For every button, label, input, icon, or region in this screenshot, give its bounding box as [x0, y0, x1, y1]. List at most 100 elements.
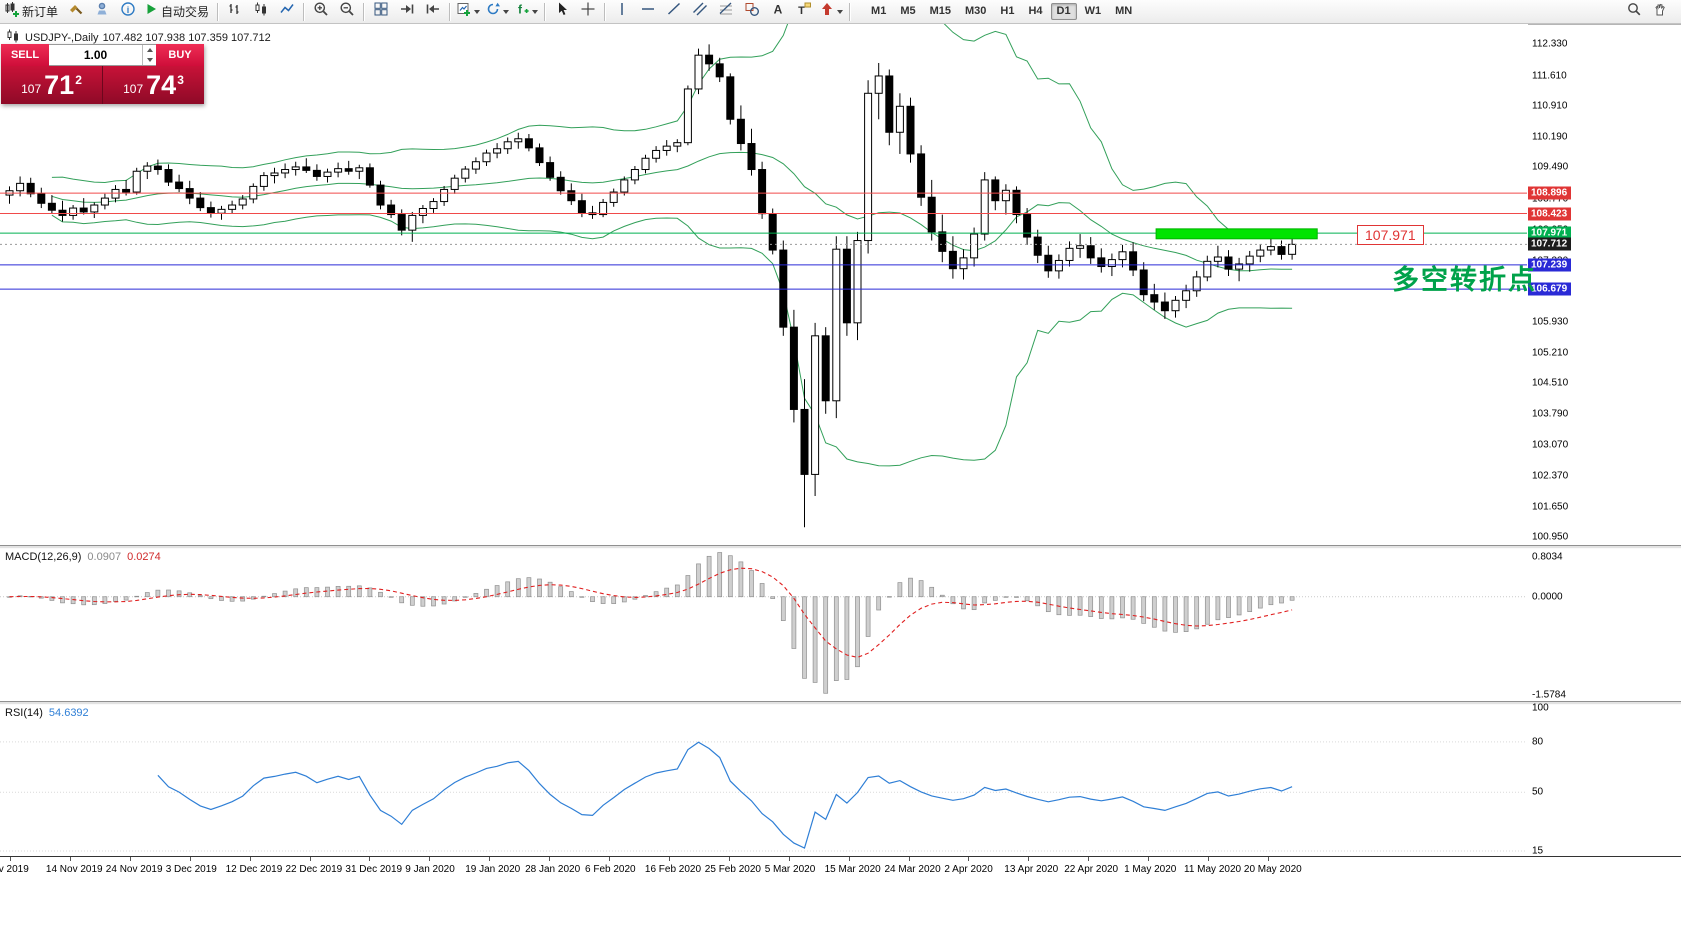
down-arrow-icon	[146, 58, 153, 62]
toolbar-group	[222, 1, 300, 23]
shift-icon	[425, 1, 441, 22]
rsi-scale-label: 80	[1532, 736, 1544, 748]
timeframe-button-M5[interactable]: M5	[900, 5, 916, 17]
auto-scroll-button[interactable]	[394, 1, 420, 23]
chart-shift-button[interactable]	[420, 1, 446, 23]
expert-tools-button[interactable]	[63, 1, 89, 23]
timeframe-button-D1[interactable]: D1	[1050, 3, 1077, 20]
panel-splitter[interactable]	[0, 701, 1681, 705]
shapes-button[interactable]	[739, 1, 765, 23]
macd-signal-line	[9, 567, 1293, 658]
bar-chart-button[interactable]	[222, 1, 248, 23]
text-label-button[interactable]: T	[791, 1, 817, 23]
toolbar-separator	[849, 2, 852, 21]
zoom-out-button[interactable]	[334, 1, 360, 23]
new-order-button[interactable]: 新订单	[2, 1, 63, 23]
date-label: 14 Nov 2019	[45, 864, 103, 875]
channel-button[interactable]	[687, 1, 713, 23]
price-tag: 108.423	[1528, 207, 1572, 221]
hand-icon	[1652, 1, 1668, 22]
date-label: 2 Apr 2020	[944, 864, 993, 875]
x-axis-tick	[848, 857, 850, 861]
panel-splitter[interactable]	[0, 545, 1681, 549]
trendline-button[interactable]	[661, 1, 687, 23]
arrows-icon	[819, 1, 835, 22]
volume-input[interactable]	[49, 45, 142, 65]
highlight-rectangle[interactable]	[1155, 228, 1318, 240]
rsi-panel[interactable]	[0, 705, 1528, 856]
zoom-in-icon	[313, 1, 329, 22]
chevron-down-icon	[503, 9, 510, 14]
date-label: 5 Mar 2020	[764, 864, 816, 875]
date-label: 22 Dec 2019	[285, 864, 343, 875]
hline-icon	[640, 1, 656, 22]
horizontal-line-button[interactable]	[635, 1, 661, 23]
sell-price-button[interactable]: 107 71 2	[1, 66, 103, 104]
chart-type-icon	[5, 28, 21, 47]
price-annotation-label[interactable]: 107.971	[1357, 225, 1424, 245]
timeframe-button-W1[interactable]: W1	[1084, 5, 1102, 17]
buy-price-prefix: 107	[123, 82, 144, 96]
shapes-icon	[744, 1, 760, 22]
search-button[interactable]	[1621, 1, 1647, 23]
profile-button[interactable]	[89, 1, 115, 23]
rsi-line	[157, 741, 1293, 849]
text-button[interactable]: A	[765, 1, 791, 23]
channel-icon	[692, 1, 708, 22]
vertical-line-button[interactable]	[609, 1, 635, 23]
macd-signal-value: 0.0274	[127, 551, 161, 563]
macd-panel[interactable]	[0, 549, 1528, 701]
new-chart-button[interactable]	[454, 1, 483, 23]
tile-windows-button[interactable]	[368, 1, 394, 23]
fibo-icon	[718, 1, 734, 22]
price-tag: 106.679	[1528, 282, 1572, 296]
timeframe-button-M1[interactable]: M1	[871, 5, 887, 17]
buy-label[interactable]: BUY	[156, 44, 204, 66]
up-arrow-icon	[146, 48, 153, 52]
x-axis-tick	[189, 857, 191, 861]
y-axis-tick: 103.790	[1532, 408, 1569, 420]
date-label: 13 Apr 2020	[1004, 864, 1059, 875]
x-axis-tick	[429, 857, 431, 861]
trend-note-text[interactable]: 多空转折点	[1392, 265, 1537, 295]
timeframe-button-M30[interactable]: M30	[965, 5, 987, 17]
candlestick-chart-button[interactable]	[248, 1, 274, 23]
timeframe-button-H1[interactable]: H1	[1000, 5, 1015, 17]
y-axis-tick: 102.370	[1532, 470, 1569, 482]
ohlc-bars-icon	[227, 1, 243, 22]
toolbar-group	[368, 1, 446, 23]
toolbar-separator	[303, 2, 306, 21]
indicators-button[interactable]: f	[512, 1, 541, 23]
macd-histogram	[7, 552, 1295, 694]
timeframe-button-MN[interactable]: MN	[1115, 5, 1133, 17]
x-axis-tick	[309, 857, 311, 861]
chevron-down-icon	[837, 9, 844, 14]
fibonacci-button[interactable]	[713, 1, 739, 23]
date-label: 9 Jan 2020	[405, 864, 455, 875]
line-chart-icon	[279, 1, 295, 22]
auto-trading-button[interactable]: 自动交易	[141, 1, 214, 23]
date-label: 11 May 2020	[1184, 864, 1242, 875]
price-chart[interactable]	[0, 24, 1528, 545]
x-axis-tick	[788, 857, 790, 861]
crosshair-button[interactable]	[575, 1, 601, 23]
profiles-button[interactable]	[483, 1, 512, 23]
arrows-button[interactable]	[817, 1, 846, 23]
volume-decrease-button[interactable]	[143, 55, 156, 65]
timeframe-button-M15[interactable]: M15	[929, 5, 951, 17]
macd-scale-label: 0.0000	[1532, 591, 1563, 603]
x-axis-tick	[1028, 857, 1030, 861]
zoom-in-button[interactable]	[308, 1, 334, 23]
buy-price-button[interactable]: 107 74 3	[103, 66, 204, 104]
new-chart-icon	[456, 1, 472, 22]
timeframe-button-H4[interactable]: H4	[1028, 5, 1043, 17]
sell-label[interactable]: SELL	[1, 44, 49, 66]
cursor-button[interactable]	[549, 1, 575, 23]
pan-button[interactable]	[1647, 1, 1673, 23]
info-button[interactable]: i	[115, 1, 141, 23]
date-label: 19 Jan 2020	[465, 864, 521, 875]
line-chart-button[interactable]	[274, 1, 300, 23]
volume-increase-button[interactable]	[143, 45, 156, 55]
